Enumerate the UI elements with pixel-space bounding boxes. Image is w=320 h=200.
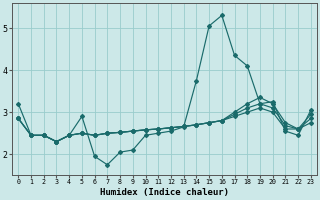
X-axis label: Humidex (Indice chaleur): Humidex (Indice chaleur) bbox=[100, 188, 229, 197]
